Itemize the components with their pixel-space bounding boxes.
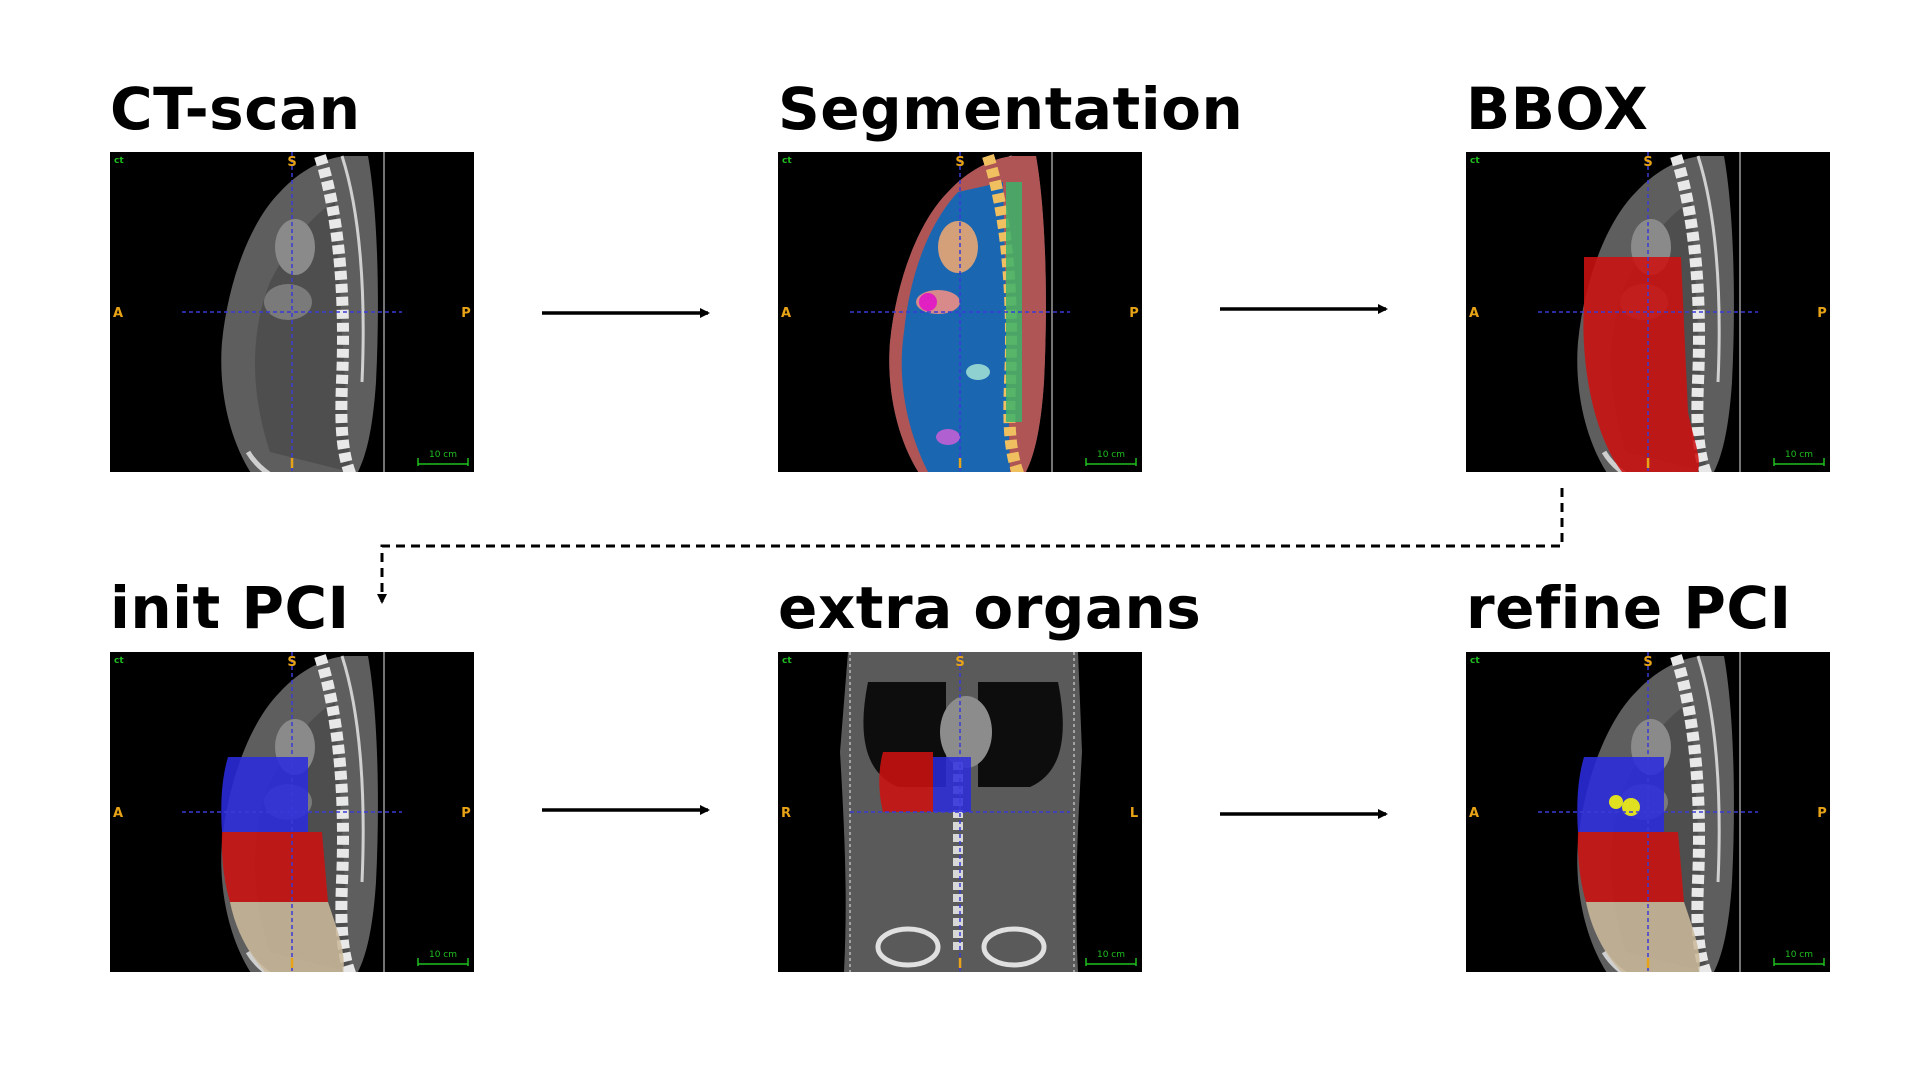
ct-viewer-image: S I A Pct 10 cm (778, 152, 1142, 472)
pelvis-bone (1601, 450, 1627, 472)
highlighted-organ-1 (1609, 795, 1623, 809)
orientation-label-top: S (955, 655, 964, 670)
scale-bar-label: 10 cm (1097, 450, 1125, 460)
orientation-label-top: S (955, 155, 964, 170)
pelvis-bone (1601, 950, 1627, 972)
heart-shape (275, 219, 315, 275)
ct-viewer-image: S I A Pct 10 cm (1466, 152, 1830, 472)
orientation-label-left: R (781, 806, 791, 821)
spine-vertebrae (1670, 654, 1713, 972)
orientation-label-bottom: I (958, 457, 963, 472)
orientation-label-bottom: I (290, 957, 295, 972)
segmentation-small-organ (919, 293, 937, 311)
ct-viewer-image: S I A Pct 10 cm (1466, 652, 1830, 972)
stage-title-bbox: BBOX (1466, 75, 1649, 143)
pelvis-bone (245, 450, 271, 472)
pci-region-upper (221, 757, 308, 832)
orientation-label-left: A (113, 306, 123, 321)
overlay-layer (879, 752, 971, 812)
segmentation-heart (938, 221, 978, 273)
orientation-label-right: P (1817, 806, 1827, 821)
spinal-cord-outline (340, 155, 365, 383)
bbox-region (1583, 257, 1699, 472)
ct-viewer-image: S I A Pct 10 cm (110, 652, 474, 972)
pci-region-lower (1586, 902, 1700, 972)
orientation-label-right: P (1129, 306, 1139, 321)
pci-region-middle (1577, 832, 1684, 902)
spine-vertebrae (314, 154, 357, 472)
stage-title-segmentation: Segmentation (778, 75, 1244, 143)
viewer-corner-label: ct (782, 156, 792, 166)
viewer-corner-label: ct (114, 156, 124, 166)
pci-region-middle (221, 832, 328, 902)
orientation-label-right: P (461, 806, 471, 821)
orientation-label-left: A (1469, 806, 1479, 821)
spinal-cord-outline (1696, 155, 1721, 383)
orientation-label-left: A (1469, 306, 1479, 321)
left-lung (978, 682, 1063, 787)
viewer-corner-label: ct (114, 656, 124, 666)
scale-bar-label: 10 cm (1785, 950, 1813, 960)
scale-bar-label: 10 cm (429, 950, 457, 960)
soft-tissue (255, 202, 350, 472)
segmentation-bladder (936, 429, 960, 445)
arrow-bbox-to-init-pci (377, 488, 1564, 604)
stage-title-extra-organs: extra organs (778, 574, 1202, 642)
organ-liver (879, 752, 933, 812)
viewer-corner-label: ct (782, 656, 792, 666)
orientation-label-right: L (1130, 806, 1138, 821)
segmentation-muscles (1006, 182, 1022, 422)
segmentation-kidney (966, 364, 990, 380)
overlay-layer (889, 154, 1046, 472)
right-hip-bone (875, 926, 941, 968)
stage-title-ct-scan: CT-scan (110, 75, 361, 143)
scale-bar-label: 10 cm (429, 450, 457, 460)
spine-vertebrae (314, 654, 357, 972)
ct-viewer-image: S I R Lct 10 cm (778, 652, 1142, 972)
orientation-label-bottom: I (958, 957, 963, 972)
viewer-corner-label: ct (1470, 156, 1480, 166)
overlay-layer (221, 757, 344, 972)
segmentation-cavity (901, 182, 1010, 472)
highlighted-organ-2 (1622, 798, 1640, 816)
liver-shape (264, 284, 312, 320)
orientation-label-right: P (1817, 306, 1827, 321)
overlay-layer (1577, 757, 1700, 972)
spinal-cord-outline (1696, 655, 1721, 883)
ct-viewer-image: S I A Pct 10 cm (110, 152, 474, 472)
orientation-label-bottom: I (1646, 457, 1651, 472)
anatomy-layer (221, 152, 385, 472)
orientation-label-top: S (1643, 155, 1652, 170)
orientation-label-top: S (1643, 655, 1652, 670)
orientation-label-left: A (781, 306, 791, 321)
orientation-label-left: A (113, 806, 123, 821)
orientation-label-bottom: I (1646, 957, 1651, 972)
spine-vertebrae (1670, 154, 1713, 472)
stage-title-init-pci: init PCI (110, 574, 350, 642)
heart-shape (940, 696, 992, 768)
scale-bar-label: 10 cm (1097, 950, 1125, 960)
viewer-corner-label: ct (1470, 656, 1480, 666)
pelvis-bone (245, 950, 271, 972)
pci-region-lower (230, 902, 344, 972)
organ-stomach (933, 757, 971, 812)
scale-bar-label: 10 cm (1785, 450, 1813, 460)
stage-title-refine-pci: refine PCI (1466, 574, 1792, 642)
orientation-label-top: S (287, 155, 296, 170)
pci-region-upper (1577, 757, 1664, 832)
orientation-label-top: S (287, 655, 296, 670)
orientation-label-bottom: I (290, 457, 295, 472)
overlay-layer (1583, 257, 1699, 472)
spinal-cord-outline (340, 655, 365, 883)
left-hip-bone (981, 926, 1047, 968)
orientation-label-right: P (461, 306, 471, 321)
